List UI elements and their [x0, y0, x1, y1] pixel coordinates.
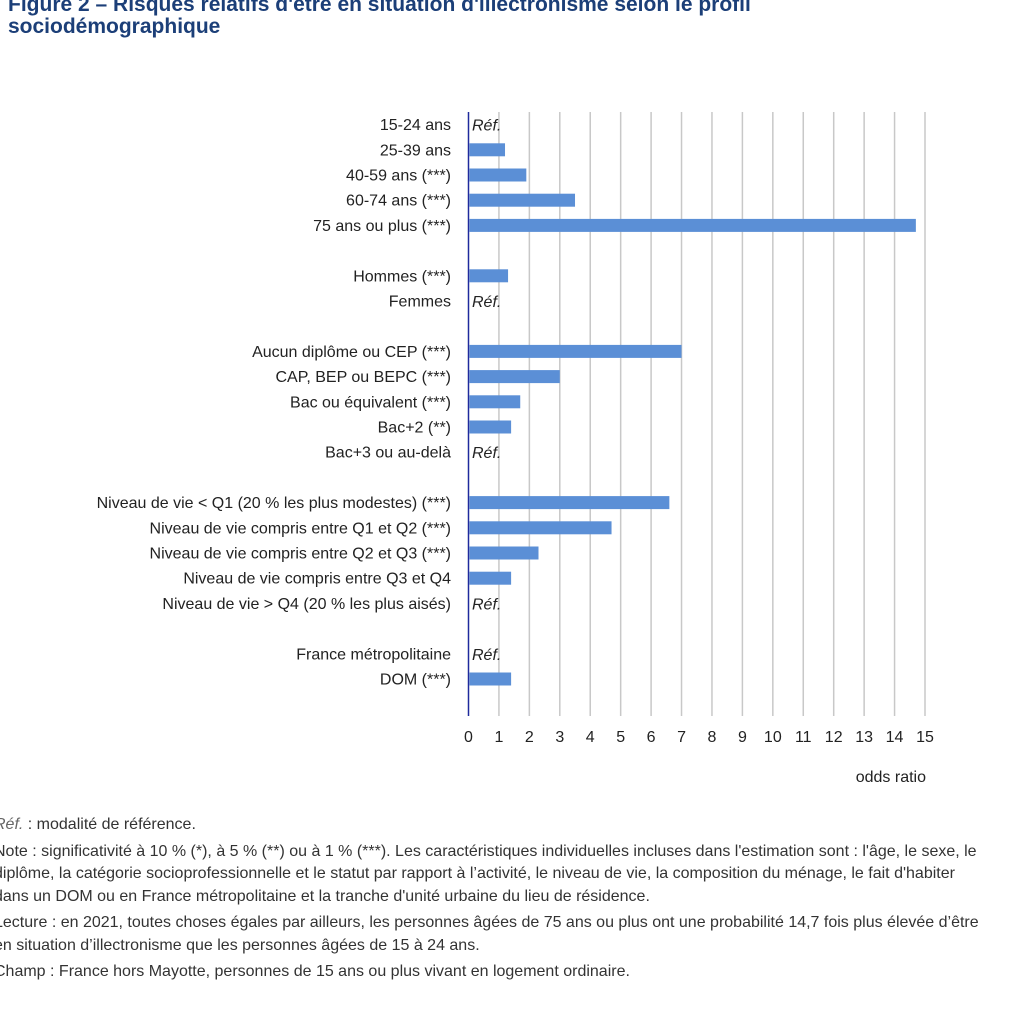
reference-label: Réf.: [472, 294, 501, 311]
category-label: DOM (***): [380, 672, 451, 689]
x-tick-label: 14: [886, 729, 904, 746]
x-tick-label: 7: [677, 729, 686, 746]
bar: [469, 193, 576, 207]
category-label: Aucun diplôme ou CEP (***): [252, 344, 451, 361]
x-tick-label: 11: [795, 729, 812, 746]
category-label: 25-39 ans: [380, 142, 451, 159]
x-tick-label: 5: [616, 729, 625, 746]
bar: [469, 521, 612, 535]
figure-title: Figure 2 – Risques relatifs d'être en si…: [8, 0, 751, 38]
bar: [469, 143, 506, 157]
ref-abbr: Réf.: [0, 816, 24, 833]
bar: [469, 370, 560, 384]
x-tick-label: 1: [494, 729, 503, 746]
category-label: Hommes (***): [353, 268, 451, 285]
x-tick-label: 0: [464, 729, 473, 746]
category-label: 40-59 ans (***): [346, 168, 451, 185]
category-label: Bac+3 ou au-delà: [325, 445, 451, 462]
category-label: Niveau de vie compris entre Q2 et Q3 (**…: [150, 546, 451, 563]
reference-label: Réf.: [472, 596, 501, 613]
category-label: 15-24 ans: [380, 117, 451, 134]
x-tick-label: 3: [555, 729, 564, 746]
bar: [469, 218, 916, 232]
bar: [469, 546, 539, 560]
reference-label: Réf.: [472, 445, 501, 462]
category-label: Niveau de vie compris entre Q3 et Q4: [183, 571, 451, 588]
bar: [469, 672, 512, 686]
x-tick-label: 9: [738, 729, 747, 746]
x-tick-label: 4: [586, 729, 595, 746]
bar: [469, 344, 682, 358]
x-tick-label: 2: [525, 729, 534, 746]
bar: [469, 269, 509, 283]
category-label: Niveau de vie < Q1 (20 % les plus modest…: [97, 495, 451, 512]
note-text: Note : significativité à 10 % (*), à 5 %…: [0, 842, 977, 905]
bar: [469, 496, 670, 510]
category-label: Bac ou équivalent (***): [290, 394, 451, 411]
lecture-text: Lecture : en 2021, toutes choses égales …: [0, 914, 979, 954]
x-tick-label: 15: [916, 729, 934, 746]
x-tick-label: 10: [764, 729, 782, 746]
ref-text: : modalité de référence.: [23, 816, 196, 833]
reference-label: Réf.: [472, 118, 501, 135]
x-tick-label: 13: [855, 729, 873, 746]
bar: [469, 395, 521, 409]
champ-text: Champ : France hors Mayotte, personnes d…: [0, 963, 630, 980]
ref-note: Réf. : modalité de référence.: [0, 814, 994, 837]
bar: [469, 571, 512, 585]
category-label: Niveau de vie > Q4 (20 % les plus aisés): [162, 596, 451, 613]
category-label: CAP, BEP ou BEPC (***): [276, 369, 452, 386]
chart-notes: Réf. : modalité de référence. Note : sig…: [0, 814, 994, 988]
category-label: 60-74 ans (***): [346, 193, 451, 210]
bar: [469, 420, 512, 434]
bar: [469, 168, 527, 182]
x-tick-label: 6: [647, 729, 656, 746]
reference-label: Réf.: [472, 647, 501, 664]
x-tick-label: 12: [825, 729, 843, 746]
category-label: France métropolitaine: [296, 646, 451, 663]
category-label: Niveau de vie compris entre Q1 et Q2 (**…: [150, 520, 451, 537]
category-label: 75 ans ou plus (***): [313, 218, 451, 235]
category-label: Femmes: [389, 294, 451, 311]
x-axis-title: odds ratio: [856, 769, 926, 786]
x-tick-label: 8: [708, 729, 717, 746]
category-label: Bac+2 (**): [378, 420, 451, 437]
